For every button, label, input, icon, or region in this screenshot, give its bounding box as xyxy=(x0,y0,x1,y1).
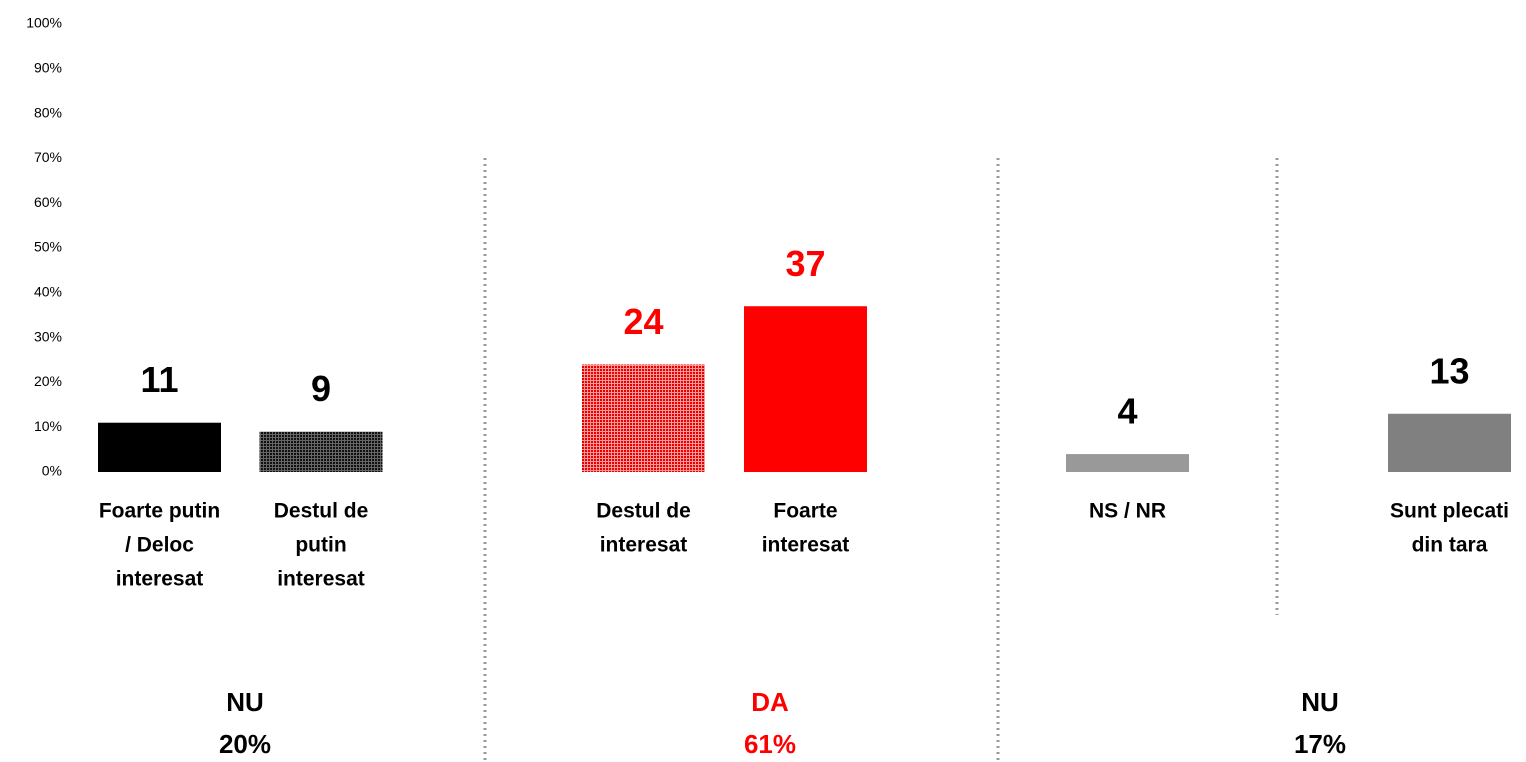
group-total: 17% xyxy=(1294,729,1346,759)
bar xyxy=(744,306,867,472)
x-tick-label: Foarte putin xyxy=(99,500,220,523)
x-tick-label: interesat xyxy=(600,534,688,557)
group-name: DA xyxy=(751,687,789,717)
group-name: NU xyxy=(1301,687,1339,717)
bar xyxy=(1066,454,1189,472)
x-tick-label: interesat xyxy=(762,534,850,557)
x-tick-label: putin xyxy=(295,534,346,557)
bar xyxy=(1388,413,1511,472)
data-label: 9 xyxy=(311,368,331,409)
bar xyxy=(98,422,221,472)
x-tick-label: NS / NR xyxy=(1089,500,1166,523)
x-tick-label: interesat xyxy=(277,568,365,591)
data-label: 11 xyxy=(140,359,178,400)
y-tick-label: 60% xyxy=(34,194,62,210)
y-tick-label: 0% xyxy=(42,463,62,479)
y-tick-label: 20% xyxy=(34,373,62,389)
x-tick-label: / Deloc xyxy=(125,534,194,557)
x-tick-label: Sunt plecati xyxy=(1390,500,1509,523)
group-total: 61% xyxy=(744,729,796,759)
y-tick-label: 30% xyxy=(34,328,62,344)
y-tick-label: 90% xyxy=(34,60,62,76)
group-name: NU xyxy=(226,687,264,717)
data-label: 4 xyxy=(1117,391,1137,432)
x-tick-label: din tara xyxy=(1412,534,1488,557)
y-tick-label: 80% xyxy=(34,104,62,120)
x-tick-label: Foarte xyxy=(773,500,837,523)
data-label: 13 xyxy=(1429,350,1469,391)
data-label: 24 xyxy=(623,301,663,342)
bar xyxy=(582,364,705,472)
x-tick-label: Destul de xyxy=(274,500,369,523)
x-tick-label: Destul de xyxy=(596,500,691,523)
group-total: 20% xyxy=(219,729,271,759)
x-tick-label: interesat xyxy=(116,568,204,591)
bar xyxy=(259,431,383,472)
y-tick-label: 100% xyxy=(26,15,62,31)
y-tick-label: 50% xyxy=(34,239,62,255)
y-tick-label: 40% xyxy=(34,284,62,300)
y-tick-label: 70% xyxy=(34,149,62,165)
y-tick-label: 10% xyxy=(34,418,62,434)
data-label: 37 xyxy=(785,243,825,284)
